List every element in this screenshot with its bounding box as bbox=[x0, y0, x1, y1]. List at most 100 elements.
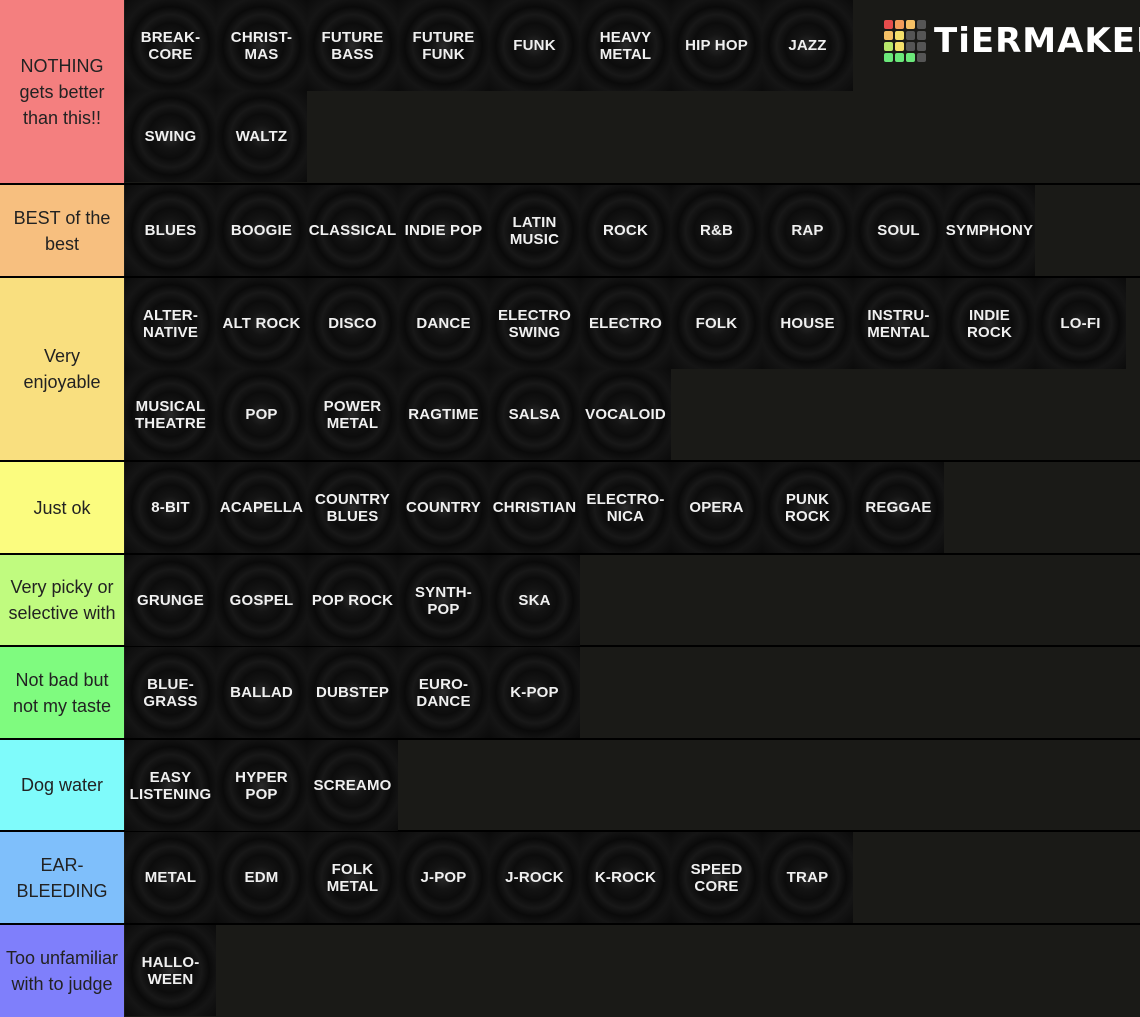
genre-label: LATIN MUSIC bbox=[509, 213, 560, 248]
genre-tile[interactable]: COUNTRY BLUES bbox=[307, 462, 398, 553]
genre-tile[interactable]: POWER METAL bbox=[307, 369, 398, 460]
tier-label[interactable]: Just ok bbox=[0, 462, 124, 553]
tier-label[interactable]: NOTHING gets better than this!! bbox=[0, 0, 124, 183]
tier-label[interactable]: Not bad but not my taste bbox=[0, 647, 124, 738]
genre-tile[interactable]: ELECTRO- NICA bbox=[580, 462, 671, 553]
genre-label: FOLK METAL bbox=[326, 860, 379, 895]
tier-label[interactable]: Very enjoyable bbox=[0, 278, 124, 460]
genre-tile[interactable]: ACAPELLA bbox=[216, 462, 307, 553]
logo-cell bbox=[884, 53, 893, 62]
genre-tile[interactable]: MUSICAL THEATRE bbox=[125, 369, 216, 460]
tier-label[interactable]: BEST of the best bbox=[0, 185, 124, 276]
genre-tile[interactable]: FUTURE FUNK bbox=[398, 0, 489, 91]
genre-tile[interactable]: POP bbox=[216, 369, 307, 460]
genre-tile[interactable]: BLUE- GRASS bbox=[125, 647, 216, 738]
genre-tile[interactable]: CLASSICAL bbox=[307, 185, 398, 276]
tier-items: GRUNGE GOSPEL POP ROCK SYNTH- POP SKA bbox=[125, 555, 1140, 646]
genre-tile[interactable]: ROCK bbox=[580, 185, 671, 276]
genre-tile[interactable]: SYNTH- POP bbox=[398, 555, 489, 646]
genre-tile[interactable]: FUNK bbox=[489, 0, 580, 91]
genre-tile[interactable]: K-ROCK bbox=[580, 832, 671, 923]
genre-tile[interactable]: ALT ROCK bbox=[216, 278, 307, 369]
genre-label: R&B bbox=[699, 222, 734, 239]
genre-tile[interactable]: FOLK METAL bbox=[307, 832, 398, 923]
genre-tile[interactable]: DUBSTEP bbox=[307, 647, 398, 738]
genre-tile[interactable]: R&B bbox=[671, 185, 762, 276]
genre-tile[interactable]: K-POP bbox=[489, 647, 580, 738]
genre-label: SCREAMO bbox=[313, 777, 392, 794]
logo-cell bbox=[917, 53, 926, 62]
genre-tile[interactable]: EDM bbox=[216, 832, 307, 923]
genre-label: GOSPEL bbox=[229, 592, 294, 609]
genre-label: BLUE- GRASS bbox=[143, 675, 198, 710]
tier-row: NOTHING gets better than this!! BREAK- CO… bbox=[0, 0, 1140, 183]
tier-label[interactable]: Dog water bbox=[0, 740, 124, 830]
genre-tile[interactable]: REGGAE bbox=[853, 462, 944, 553]
genre-label: J-POP bbox=[420, 869, 467, 886]
genre-tile[interactable]: PUNK ROCK bbox=[762, 462, 853, 553]
genre-tile[interactable]: JAZZ bbox=[762, 0, 853, 91]
genre-tile[interactable]: EURO- DANCE bbox=[398, 647, 489, 738]
genre-tile[interactable]: FOLK bbox=[671, 278, 762, 369]
genre-tile[interactable]: BLUES bbox=[125, 185, 216, 276]
tier-row: EAR-BLEEDING METAL EDM FOLK METAL J-POP J-ROC… bbox=[0, 832, 1140, 923]
tier-items: EASY LISTENING HYPER POP SCREAMO bbox=[125, 740, 1140, 831]
genre-tile[interactable]: GOSPEL bbox=[216, 555, 307, 646]
genre-tile[interactable]: POP ROCK bbox=[307, 555, 398, 646]
genre-tile[interactable]: GRUNGE bbox=[125, 555, 216, 646]
genre-tile[interactable]: HEAVY METAL bbox=[580, 0, 671, 91]
genre-tile[interactable]: SPEED CORE bbox=[671, 832, 762, 923]
genre-tile[interactable]: HALLO- WEEN bbox=[125, 925, 216, 1016]
genre-tile[interactable]: INDIE POP bbox=[398, 185, 489, 276]
genre-tile[interactable]: 8-BIT bbox=[125, 462, 216, 553]
genre-tile[interactable]: RAP bbox=[762, 185, 853, 276]
genre-tile[interactable]: TRAP bbox=[762, 832, 853, 923]
genre-tile[interactable]: SWING bbox=[125, 91, 216, 182]
genre-tile[interactable]: OPERA bbox=[671, 462, 762, 553]
genre-tile[interactable]: METAL bbox=[125, 832, 216, 923]
genre-tile[interactable]: BREAK- CORE bbox=[125, 0, 216, 91]
genre-tile[interactable]: VOCALOID bbox=[580, 369, 671, 460]
tier-label[interactable]: EAR-BLEEDING bbox=[0, 832, 124, 923]
genre-tile[interactable]: CHRIST- MAS bbox=[216, 0, 307, 91]
genre-tile[interactable]: SCREAMO bbox=[307, 740, 398, 831]
genre-tile[interactable]: BOOGIE bbox=[216, 185, 307, 276]
genre-tile[interactable]: ALTER- NATIVE bbox=[125, 278, 216, 369]
tier-row: Not bad but not my taste BLUE- GRASS BALLA… bbox=[0, 647, 1140, 738]
genre-tile[interactable]: LATIN MUSIC bbox=[489, 185, 580, 276]
genre-tile[interactable]: J-POP bbox=[398, 832, 489, 923]
genre-tile[interactable]: SALSA bbox=[489, 369, 580, 460]
genre-tile[interactable]: HYPER POP bbox=[216, 740, 307, 831]
genre-tile[interactable]: COUNTRY bbox=[398, 462, 489, 553]
genre-tile[interactable]: BALLAD bbox=[216, 647, 307, 738]
genre-label: DUBSTEP bbox=[315, 684, 390, 701]
genre-tile[interactable]: INSTRU- MENTAL bbox=[853, 278, 944, 369]
genre-tile[interactable]: SKA bbox=[489, 555, 580, 646]
genre-label: HEAVY METAL bbox=[599, 28, 652, 63]
genre-tile[interactable]: DISCO bbox=[307, 278, 398, 369]
genre-tile[interactable]: WALTZ bbox=[216, 91, 307, 182]
tier-label[interactable]: Very picky or selective with bbox=[0, 555, 124, 645]
genre-label: SKA bbox=[518, 592, 551, 609]
genre-tile[interactable]: DANCE bbox=[398, 278, 489, 369]
genre-label: HOUSE bbox=[780, 315, 835, 332]
genre-tile[interactable]: HIP HOP bbox=[671, 0, 762, 91]
genre-tile[interactable]: J-ROCK bbox=[489, 832, 580, 923]
genre-tile[interactable]: SYMPHONY bbox=[944, 185, 1035, 276]
tier-items: 8-BIT ACAPELLA COUNTRY BLUES COUNTRY CHRISTI… bbox=[125, 462, 1140, 553]
genre-tile[interactable]: ELECTRO bbox=[580, 278, 671, 369]
tier-label[interactable]: Too unfamiliar with to judge bbox=[0, 925, 124, 1017]
genre-label: SALSA bbox=[508, 406, 561, 423]
genre-tile[interactable]: FUTURE BASS bbox=[307, 0, 398, 91]
genre-tile[interactable]: INDIE ROCK bbox=[944, 278, 1035, 369]
genre-tile[interactable]: HOUSE bbox=[762, 278, 853, 369]
genre-tile[interactable]: EASY LISTENING bbox=[125, 740, 216, 831]
logo-cell bbox=[906, 53, 915, 62]
logo-text: TiERMAKER bbox=[934, 21, 1140, 61]
genre-tile[interactable]: CHRISTIAN bbox=[489, 462, 580, 553]
genre-tile[interactable]: SOUL bbox=[853, 185, 944, 276]
genre-tile[interactable]: LO-FI bbox=[1035, 278, 1126, 369]
genre-label: FUTURE BASS bbox=[321, 28, 384, 63]
genre-tile[interactable]: RAGTIME bbox=[398, 369, 489, 460]
genre-tile[interactable]: ELECTRO SWING bbox=[489, 278, 580, 369]
